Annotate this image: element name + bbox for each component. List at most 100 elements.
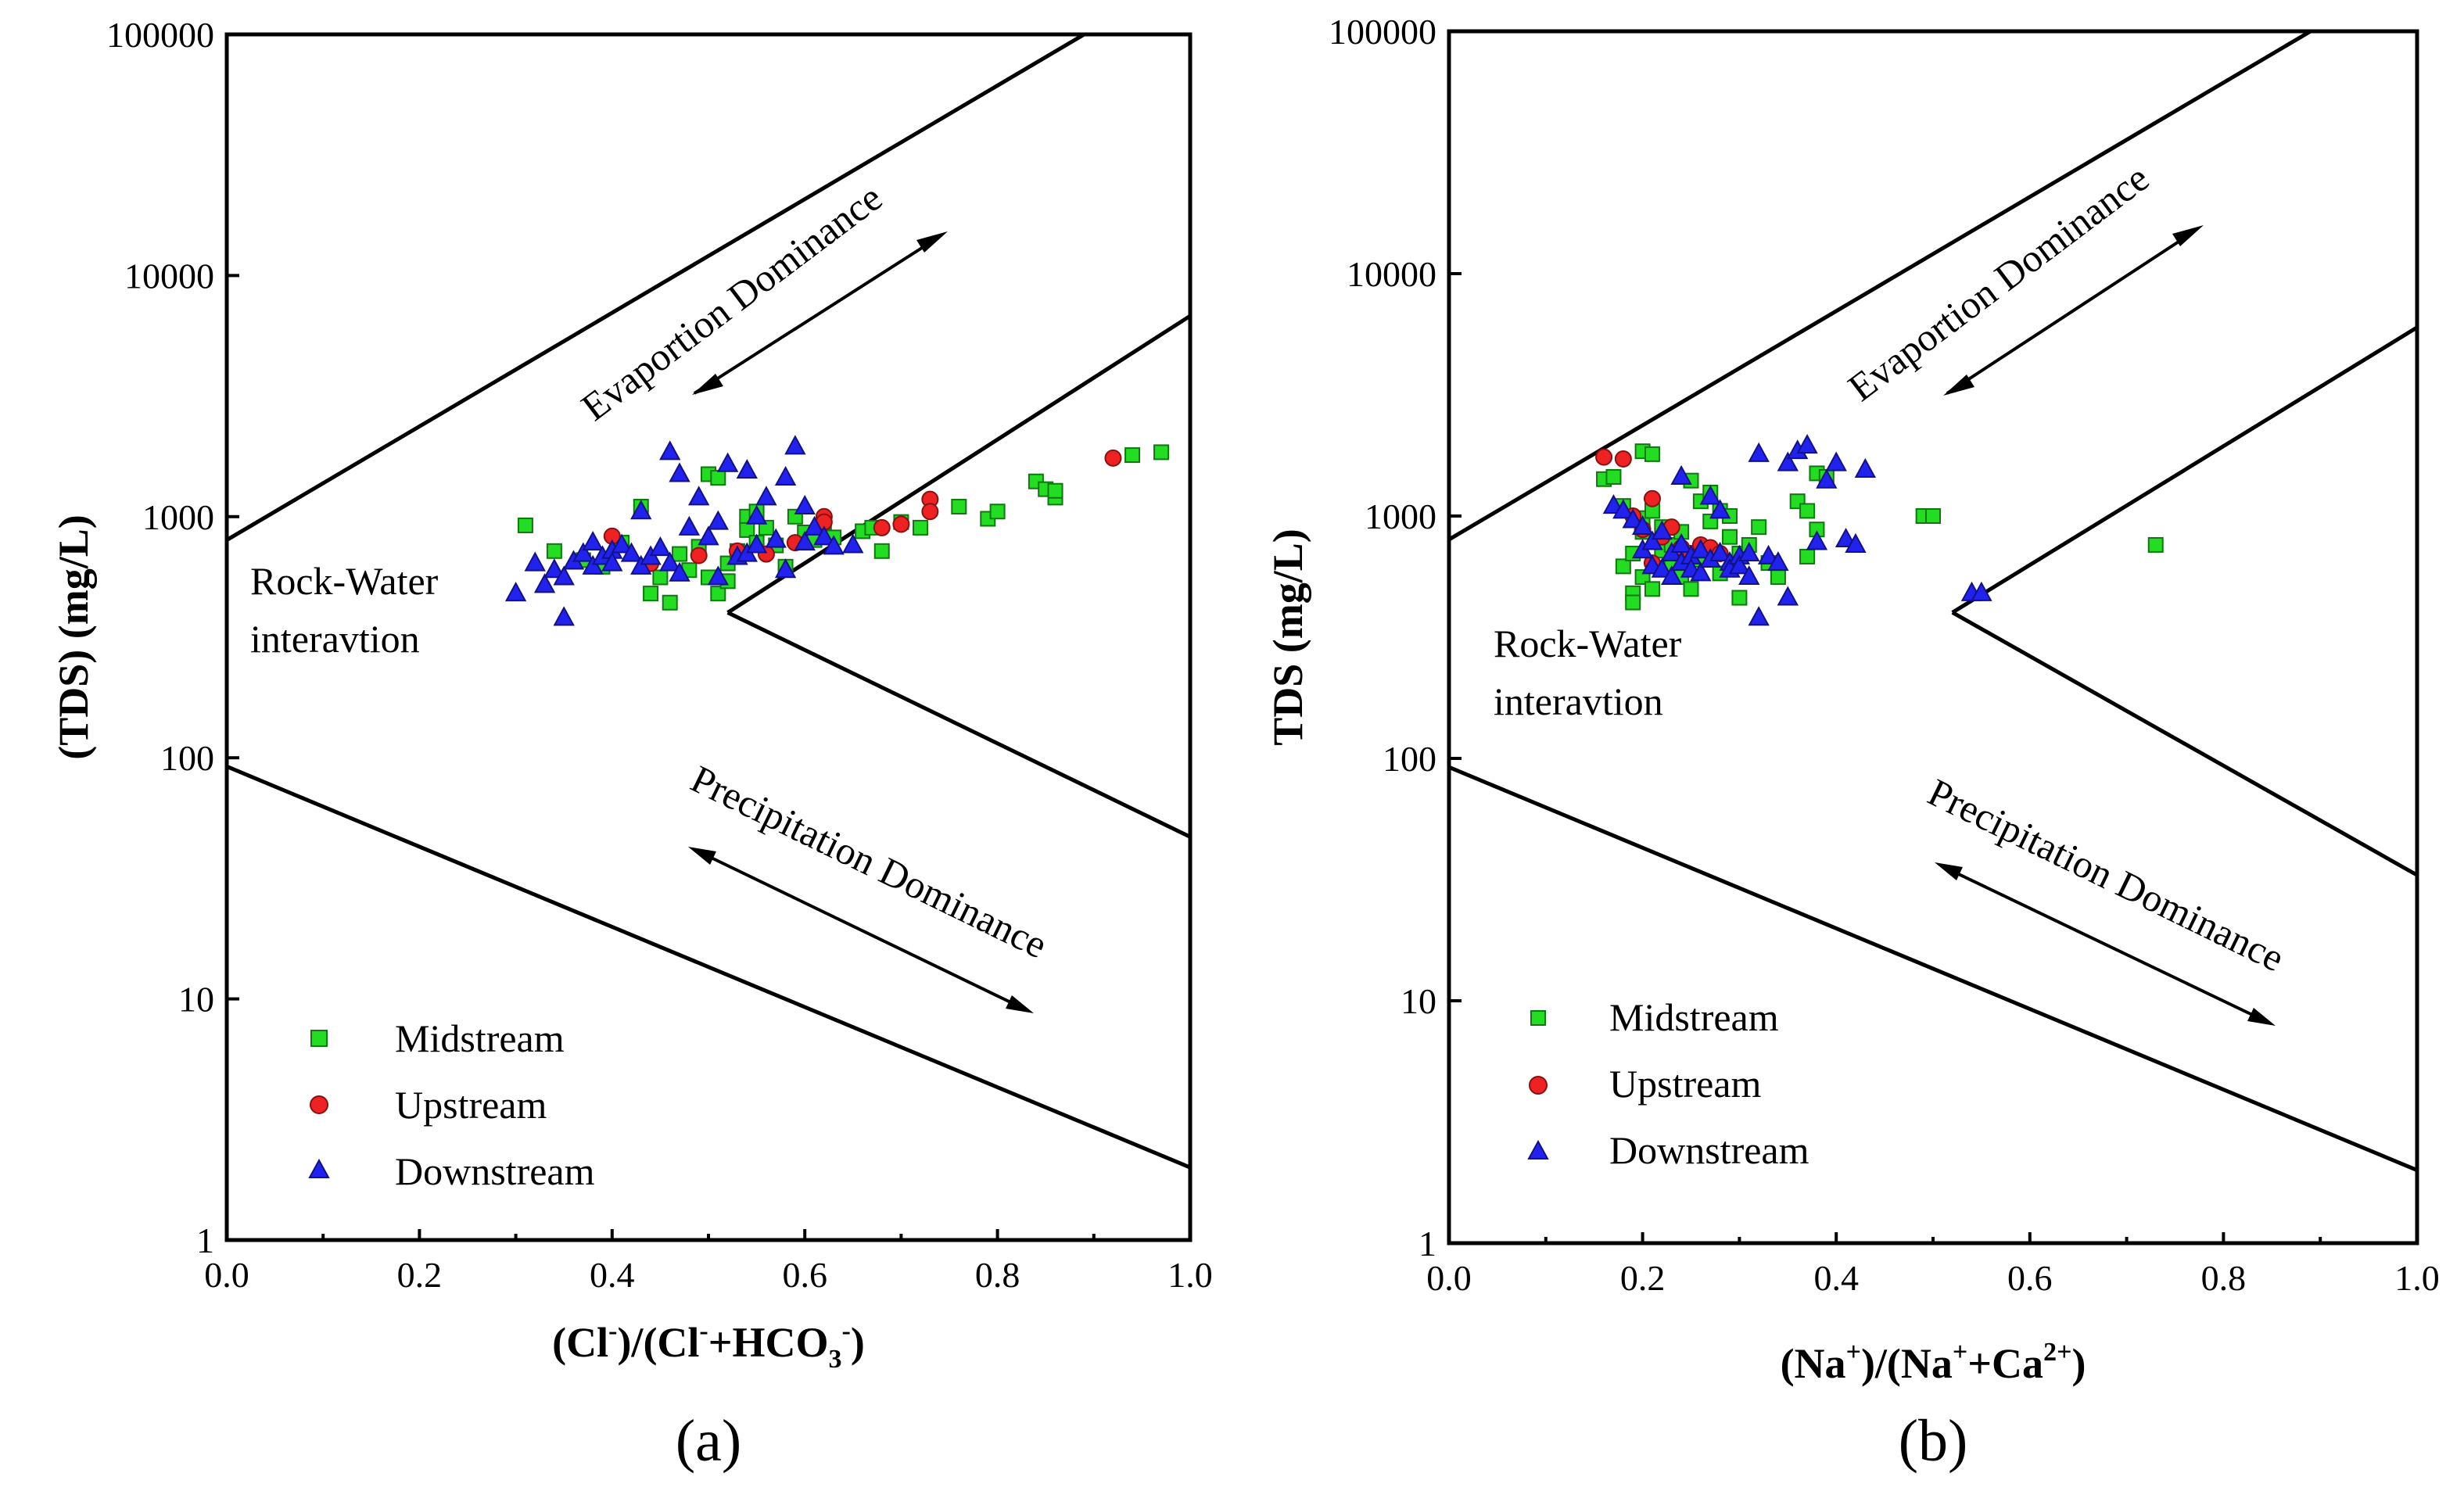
panel-a-boundary-line-3 <box>726 611 1192 839</box>
panel-b-downstream-point <box>1728 554 1751 575</box>
panel-a-legend-midstream-marker <box>310 1030 328 1047</box>
panel-a-downstream-point <box>698 525 719 546</box>
panel-b-midstream-point <box>1683 581 1699 597</box>
panel-a-midstream-point <box>1153 444 1170 461</box>
panel-a-midstream-point <box>873 543 890 559</box>
panel-a-downstream-point <box>611 533 633 554</box>
panel-b-midstream-point <box>1770 569 1786 586</box>
panel-a-x-ticks: 0.0 0.2 0.4 0.6 0.8 1.0 <box>204 1229 1213 1295</box>
panel-b-evaporation-arrow <box>1943 225 2204 396</box>
panel-b-downstream-point <box>1767 550 1789 572</box>
panel-a-downstream-point <box>745 504 768 525</box>
panel-b-downstream-point <box>1651 557 1673 578</box>
panel-a-downstream-point <box>736 459 758 479</box>
panel-b-midstream-point <box>1605 468 1622 485</box>
panel-a-upstream-point <box>892 515 910 533</box>
panel-b-x-ticks: 0.0 0.2 0.4 0.6 0.8 1.0 <box>1426 1232 2440 1298</box>
panel-a-downstream-point <box>601 551 623 572</box>
panel-b-downstream-point <box>1835 527 1857 548</box>
panel-a-downstream-point <box>504 582 527 602</box>
panel-a-x-tick-label: 1.0 <box>1167 1255 1213 1295</box>
panel-a-downstream-point <box>669 561 690 582</box>
panel-a-downstream-point <box>659 551 681 572</box>
panel-a-x-tick-label: 0.4 <box>590 1255 635 1295</box>
panel-a-evaporation-arrow <box>692 231 948 395</box>
panel-b-y-tick-label: 10 <box>1401 981 1436 1021</box>
panel-b-rock-water-label-line1: Rock-Water <box>1494 622 1682 665</box>
panel-a-downstream-point <box>649 536 672 557</box>
panel-a-downstream-point <box>524 551 546 572</box>
panel-a-downstream-point <box>823 535 845 555</box>
panel-a-downstream-point <box>582 554 604 575</box>
panel-a-downstream-point <box>620 542 643 562</box>
panel-b-boundary-line-3 <box>1951 611 2419 877</box>
panel-a-legend-upstream-marker <box>310 1095 328 1114</box>
panel-b-midstream-point <box>1751 519 1767 536</box>
panel-a-downstream-point <box>794 530 816 551</box>
panel-b-x-tick-label: 0.0 <box>1426 1258 1472 1298</box>
panel-a-x-tick-label: 0.0 <box>204 1255 249 1295</box>
panel-b-midstream-point <box>1925 508 1941 524</box>
panel-a-downstream-point <box>803 515 826 536</box>
panel-a-y-axis-title: (TDS) (mg/L) <box>50 514 97 759</box>
panel-b-x-tick-label: 0.4 <box>1813 1258 1859 1298</box>
panel-a-y-tick-label: 100 <box>160 738 214 778</box>
panel-b-midstream-point <box>1615 558 1631 575</box>
panel-a-label: (a) <box>676 1408 741 1474</box>
panel-b-midstream-point <box>1731 590 1748 606</box>
panel-a-x-tick-label: 0.8 <box>975 1255 1020 1295</box>
panel-b-legend-midstream-marker <box>1530 1010 1546 1026</box>
panel-b-boundary-line-2 <box>1951 325 2419 615</box>
panel-b-upstream-point <box>1595 448 1613 466</box>
panel-a-midstream-point <box>710 586 726 602</box>
panel-b-downstream-point <box>1757 544 1780 565</box>
panel-a-downstream-point <box>630 554 652 575</box>
panel-a-downstream-point <box>659 440 681 461</box>
panel-b-downstream-point <box>1777 586 1799 606</box>
panel-a-downstream-point <box>630 500 652 520</box>
panel-b-precipitation-arrow <box>1935 862 2276 1026</box>
panel-a-downstream-point <box>572 542 594 562</box>
panel-a-downstream-point <box>755 486 777 506</box>
panel-b-legend-downstream-marker <box>1527 1139 1549 1159</box>
panel-a-boundary-lines <box>225 32 1192 1170</box>
panel-a-x-axis-title: (Cl-)/(Cl-+HCO3-) <box>552 1317 865 1374</box>
panel-b-boundary-line-4 <box>1448 765 2418 1172</box>
panel-b-precipitation-label: Precipitation Dominance <box>1921 770 2291 980</box>
panel-a-midstream-point <box>546 543 562 559</box>
panel-a-midstream-point <box>643 586 659 602</box>
panel-a-y-tick-label: 1 <box>196 1220 214 1260</box>
panel-b-downstream-point <box>1777 451 1799 471</box>
panel-b-downstream-point <box>1699 485 1721 505</box>
panel-b-x-tick-label: 0.2 <box>1620 1258 1666 1298</box>
panel-b-midstream-point <box>1625 594 1641 611</box>
panel-a-y-tick-label: 100000 <box>106 15 214 55</box>
panel-a-boundary-line-1 <box>225 32 1085 542</box>
panel-b-downstream-point <box>1690 561 1712 582</box>
panel-b-upstream-point <box>1614 450 1632 468</box>
panel-b-downstream-point <box>1690 539 1712 559</box>
panel-b-legend-upstream-label: Upstream <box>1609 1062 1761 1106</box>
panel-b-label: (b) <box>1899 1408 1968 1474</box>
panel-a-midstream-point <box>913 519 929 536</box>
panel-b-downstream-point <box>1709 541 1731 562</box>
panel-b-downstream-point <box>1661 565 1683 586</box>
panel-b-downstream-point <box>1738 565 1760 586</box>
panel-a-downstream-point <box>813 525 835 546</box>
panel-a-legend-downstream-label: Downstream <box>395 1149 595 1193</box>
panel-b-midstream-point <box>1722 529 1738 545</box>
panel-b-y-tick-label: 10000 <box>1347 254 1436 294</box>
panel-a-downstream-point <box>687 486 710 506</box>
panel-b-legend-upstream-marker <box>1529 1076 1548 1095</box>
panel-b-downstream-point <box>1709 499 1731 519</box>
panel-b-downstream-point <box>1622 508 1644 529</box>
panel-b-downstream-point <box>1845 532 1867 553</box>
panel-a-midstream-point <box>1047 482 1063 499</box>
panel-b-legend: Midstream Upstream Downstream <box>1527 995 1809 1172</box>
panel-a-data-points <box>504 435 1170 626</box>
panel-a-rock-water-label-line1: Rock-Water <box>250 559 439 603</box>
panel-b-downstream-point <box>1854 457 1877 478</box>
panel-a-downstream-point <box>669 462 690 482</box>
panel-b-midstream-point <box>1799 503 1816 519</box>
